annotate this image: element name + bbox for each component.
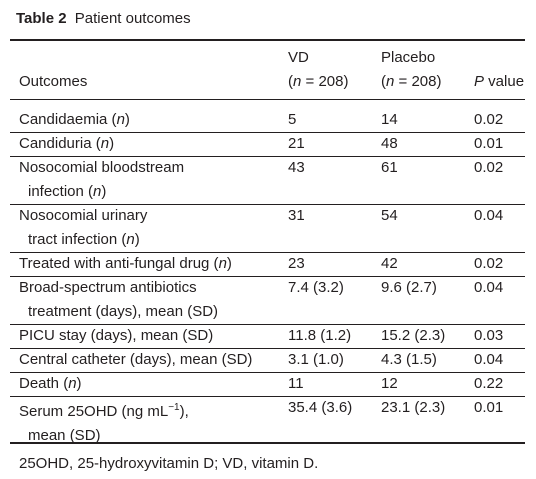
table-row-label: Broad-spectrum antibiotics treatment (day…: [19, 279, 219, 320]
table-row-label: Nosocomial bloodstream infection (n): [19, 159, 185, 200]
cell-placebo: 54: [381, 207, 398, 224]
cell-pvalue: 0.04: [474, 279, 504, 296]
cell-vd: 7.4 (3.2): [288, 279, 344, 296]
cell-pvalue: 0.03: [474, 327, 504, 344]
cell-vd: 31: [288, 207, 305, 224]
cell-pvalue: 0.04: [474, 207, 504, 224]
header-placebo-n: (n = 208): [381, 73, 442, 90]
cell-vd: 43: [288, 159, 305, 176]
table-caption: Table 2 Patient outcomes: [16, 10, 191, 27]
cell-placebo: 15.2 (2.3): [381, 327, 446, 344]
table-row-label: Death (n): [19, 375, 82, 392]
cell-placebo: 48: [381, 135, 398, 152]
table-row-label: Candidaemia (n): [19, 111, 130, 128]
cell-placebo: 9.6 (2.7): [381, 279, 437, 296]
header-outcomes: Outcomes: [19, 73, 88, 90]
table-row-label: Candiduria (n): [19, 135, 115, 152]
header-placebo: Placebo: [381, 49, 436, 66]
cell-pvalue: 0.02: [474, 111, 504, 128]
table-row-label: Nosocomial urinary tract infection (n): [19, 207, 148, 248]
bottom-rule: [10, 442, 525, 444]
row-divider: [10, 347, 525, 349]
cell-vd: 21: [288, 135, 305, 152]
row-divider: [10, 155, 525, 157]
top-rule: [10, 39, 525, 41]
table-row-label: PICU stay (days), mean (SD): [19, 327, 214, 344]
cell-vd: 11.8 (1.2): [288, 327, 352, 344]
cell-pvalue: 0.22: [474, 375, 504, 392]
cell-placebo: 12: [381, 375, 398, 392]
cell-placebo: 14: [381, 111, 398, 128]
row-divider: [10, 203, 525, 205]
row-divider: [10, 323, 525, 325]
row-divider: [10, 131, 525, 133]
header-vd-n: (n = 208): [288, 73, 349, 90]
table-row-label: Treated with anti-fungal drug (n): [19, 255, 232, 272]
row-divider: [10, 251, 525, 253]
header-pvalue: P value: [474, 73, 525, 90]
row-divider: [10, 275, 525, 277]
cell-pvalue: 0.04: [474, 351, 504, 368]
cell-placebo: 61: [381, 159, 398, 176]
header-rule: [10, 99, 525, 100]
cell-vd: 35.4 (3.6): [288, 399, 353, 416]
cell-pvalue: 0.02: [474, 159, 504, 176]
cell-vd: 11: [288, 375, 304, 392]
table-label: Table 2: [16, 10, 67, 27]
table-footnote: 25OHD, 25-hydroxyvitamin D; VD, vitamin …: [19, 455, 319, 472]
cell-pvalue: 0.01: [474, 399, 504, 416]
cell-vd: 23: [288, 255, 305, 272]
cell-vd: 3.1 (1.0): [288, 351, 344, 368]
row-divider: [10, 395, 525, 397]
table-row-label: Central catheter (days), mean (SD): [19, 351, 253, 368]
table-title: Patient outcomes: [74, 10, 191, 27]
cell-pvalue: 0.02: [474, 255, 504, 272]
cell-placebo: 42: [381, 255, 398, 272]
header-vd: VD: [288, 49, 309, 66]
table-row-label: Serum 25OHD (ng mL−1), mean (SD): [19, 402, 189, 444]
cell-pvalue: 0.01: [474, 135, 504, 152]
cell-placebo: 23.1 (2.3): [381, 399, 446, 416]
cell-vd: 5: [288, 111, 297, 128]
cell-placebo: 4.3 (1.5): [381, 351, 437, 368]
row-divider: [10, 371, 525, 373]
